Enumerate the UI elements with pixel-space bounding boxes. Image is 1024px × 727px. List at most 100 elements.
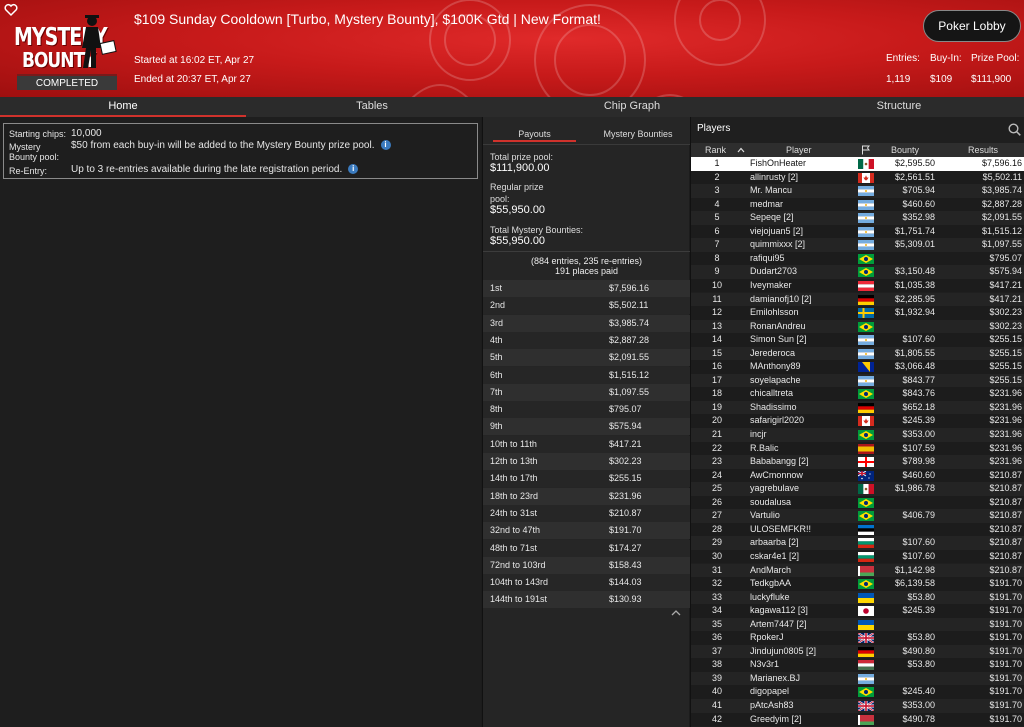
player-name: Mr. Mancu	[750, 185, 793, 196]
payout-row: 5th $2,091.55	[483, 349, 690, 367]
player-row[interactable]: 7 quimmixxx [2] $5,309.01 $1,097.55	[691, 238, 1024, 252]
player-row[interactable]: 16 MAnthony89 $3,066.48 $255.15	[691, 360, 1024, 374]
tab-chip-graph[interactable]: Chip Graph	[603, 100, 661, 112]
flag-column-icon[interactable]	[861, 145, 871, 155]
player-row[interactable]: 39 Marianex.BJ $191.70	[691, 671, 1024, 686]
player-row[interactable]: 25 yagrebulave $1,986.78 $210.87	[691, 482, 1024, 496]
player-row[interactable]: 19 Shadissimo $652.18 $231.96	[691, 400, 1024, 415]
favorite-heart-icon[interactable]	[4, 3, 18, 17]
player-name: yagrebulave	[750, 483, 800, 494]
column-player[interactable]: Player	[786, 145, 812, 155]
player-row[interactable]: 28 ULOSEMFKR!! $210.87	[691, 522, 1024, 537]
column-bounty[interactable]: Bounty	[891, 145, 920, 155]
austria-flag-icon	[858, 280, 874, 291]
player-name: Sepeqe [2]	[750, 212, 794, 223]
tab-mystery-bounties[interactable]: Mystery Bounties	[603, 129, 673, 139]
player-row[interactable]: 3 Mr. Mancu $705.94 $3,985.74	[691, 184, 1024, 198]
player-row[interactable]: 30 cskar4e1 [2] $107.60 $210.87	[691, 549, 1024, 564]
player-row[interactable]: 5 Sepeqe [2] $352.98 $2,091.55	[691, 211, 1024, 225]
player-row[interactable]: 29 arbaarba [2] $107.60 $210.87	[691, 536, 1024, 550]
player-result: $1,097.55	[981, 239, 1022, 250]
player-row[interactable]: 23 Bababangg [2] $789.98 $231.96	[691, 455, 1024, 469]
player-row[interactable]: 38 N3v3r1 $53.80 $191.70	[691, 658, 1024, 672]
regular-prize-pool-value: $55,950.00	[490, 204, 546, 216]
player-row[interactable]: 31 AndMarch $1,142.98 $210.87	[691, 563, 1024, 578]
payouts-panel: Payouts Mystery Bounties Total prize poo…	[482, 117, 690, 727]
tab-tables[interactable]: Tables	[356, 100, 388, 112]
player-bounty: $2,595.50	[894, 158, 935, 168]
player-row[interactable]: 9 Dudart2703 $3,150.48 $575.94	[691, 265, 1024, 279]
tab-structure[interactable]: Structure	[876, 100, 922, 112]
player-row[interactable]: 12 Emilohlsson $1,932.94 $302.23	[691, 306, 1024, 320]
player-row[interactable]: 34 kagawa112 [3] $245.39 $191.70	[691, 604, 1024, 618]
poker-lobby-button[interactable]: Poker Lobby	[923, 10, 1021, 42]
player-row[interactable]: 42 Greedyim [2] $490.78 $191.70	[691, 712, 1024, 727]
argentina-flag-icon	[858, 226, 874, 237]
player-row[interactable]: 40 digopapel $245.40 $191.70	[691, 685, 1024, 699]
column-results[interactable]: Results	[968, 145, 999, 155]
player-bounty: $245.39	[902, 415, 935, 426]
payout-place: 144th to 191st	[490, 594, 548, 605]
player-row[interactable]: 18 chicalltreta $843.76 $231.96	[691, 387, 1024, 401]
player-name: arbaarba [2]	[750, 537, 799, 548]
chevron-up-icon[interactable]	[671, 609, 681, 617]
player-result: $1,515.12	[981, 225, 1022, 236]
player-row[interactable]: 6 viejojuan5 [2] $1,751.74 $1,515.12	[691, 224, 1024, 239]
column-rank[interactable]: Rank	[705, 145, 727, 155]
payout-amount: $575.94	[609, 421, 642, 432]
player-row[interactable]: 13 RonanAndreu $302.23	[691, 319, 1024, 334]
player-row[interactable]: 14 Simon Sun [2] $107.60 $255.15	[691, 333, 1024, 347]
search-icon[interactable]	[1008, 123, 1021, 136]
player-row[interactable]: 4 medmar $460.60 $2,887.28	[691, 197, 1024, 212]
player-row[interactable]: 8 rafiqui95 $795.07	[691, 251, 1024, 266]
player-row[interactable]: 2 allinrusty [2] $2,561.51 $5,502.11	[691, 170, 1024, 185]
player-row[interactable]: 36 RpokerJ $53.80 $191.70	[691, 631, 1024, 645]
player-row[interactable]: 41 pAtcAsh83 $353.00 $191.70	[691, 699, 1024, 713]
player-rank: 35	[711, 618, 722, 629]
player-rank: 19	[711, 401, 722, 412]
player-result: $231.96	[989, 388, 1022, 399]
player-name: RonanAndreu	[750, 320, 806, 331]
player-result: $302.23	[989, 307, 1022, 318]
player-row[interactable]: 17 soyelapache $843.77 $255.15	[691, 373, 1024, 388]
sort-ascending-icon[interactable]	[737, 147, 745, 153]
australia-flag-icon	[857, 470, 874, 481]
payout-amount: $795.07	[609, 404, 642, 415]
player-result: $255.15	[989, 361, 1022, 372]
payout-amount: $2,091.55	[609, 352, 650, 363]
player-rank: 30	[711, 550, 722, 561]
player-row[interactable]: 27 Vartulio $406.79 $210.87	[691, 509, 1024, 523]
player-row[interactable]: 37 Jindujun0805 [2] $490.80 $191.70	[691, 644, 1024, 659]
info-icon[interactable]: i	[348, 164, 359, 175]
player-row[interactable]: 24 AwCmonnow $460.60 $210.87	[691, 468, 1024, 483]
start-time: Started at 16:02 ET, Apr 27	[134, 55, 255, 66]
player-row[interactable]: 11 damianofj10 [2] $2,285.95 $417.21	[691, 292, 1024, 307]
player-rank: 12	[711, 307, 722, 318]
starting-chips-label: Starting chips:	[9, 129, 67, 139]
player-rank: 29	[711, 537, 722, 548]
player-row[interactable]: 32 TedkgbAA $6,139.58 $191.70	[691, 577, 1024, 591]
payout-amount: $210.87	[609, 507, 642, 518]
player-row[interactable]: 33 luckyfluke $53.80 $191.70	[691, 590, 1024, 605]
player-rank: 4	[714, 198, 720, 209]
brazil-flag-icon	[858, 267, 874, 278]
player-row[interactable]: 10 Iveymaker $1,035.38 $417.21	[691, 278, 1024, 293]
payout-place: 2nd	[490, 300, 506, 311]
tab-home[interactable]: Home	[0, 97, 246, 117]
tab-payouts[interactable]: Payouts	[483, 117, 586, 145]
player-row[interactable]: 26 soudalusa $210.87	[691, 495, 1024, 510]
player-row[interactable]: 20 safarigirl2020 $245.39 $231.96	[691, 414, 1024, 428]
player-row[interactable]: 15 Jerederoca $1,805.55 $255.15	[691, 346, 1024, 361]
payout-place: 12th to 13th	[490, 456, 538, 466]
player-name: Artem7447 [2]	[750, 618, 807, 629]
info-icon[interactable]: i	[380, 140, 391, 151]
player-row[interactable]: 1 FishOnHeater $2,595.50 $7,596.16	[691, 157, 1024, 171]
payout-row: 9th $575.94	[483, 418, 690, 436]
player-row[interactable]: 35 Artem7447 [2] $191.70	[691, 617, 1024, 632]
sweden-flag-icon	[858, 308, 874, 319]
player-rank: 40	[711, 686, 722, 697]
player-row[interactable]: 21 incjr $353.00 $231.96	[691, 428, 1024, 442]
player-bounty: $53.80	[907, 591, 935, 602]
player-row[interactable]: 22 R.Balic $107.59 $231.96	[691, 441, 1024, 456]
